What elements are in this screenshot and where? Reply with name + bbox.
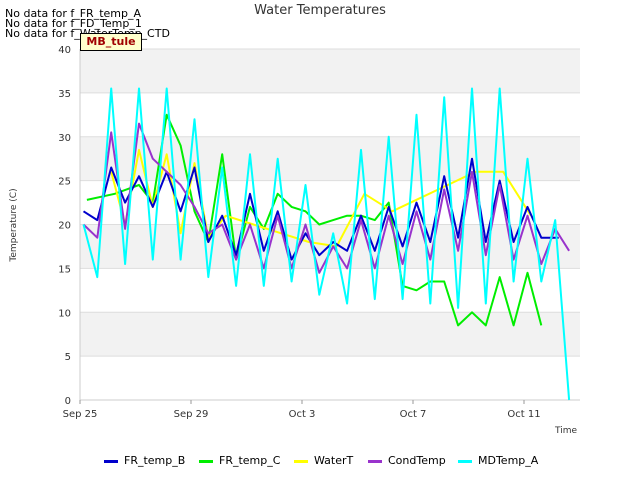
y-tick-label: 25 (58, 177, 71, 188)
legend-swatch-fr-temp-b (104, 459, 118, 463)
legend-swatch-watert (294, 459, 308, 463)
legend-label-mdtemp-a: MDTemp_A (478, 454, 539, 467)
series-line-fr-temp-b (82, 157, 559, 261)
series-line-fr-temp-c (86, 113, 543, 327)
legend-label-condtemp: CondTemp (388, 454, 446, 467)
legend-swatch-mdtemp-a (458, 459, 472, 463)
legend-swatch-condtemp (368, 459, 382, 463)
y-tick-label: 40 (58, 45, 71, 56)
legend-label-fr-temp-b: FR_temp_B (124, 454, 186, 467)
chart-legend: FR_temp_B FR_temp_C WaterT CondTemp MDTe… (0, 453, 640, 469)
plot-band (80, 312, 580, 357)
legend-label-fr-temp-c: FR_temp_C (219, 454, 281, 467)
plot-band (80, 49, 580, 93)
y-tick-label: 20 (58, 221, 71, 232)
x-tick-label: Oct 3 (289, 409, 316, 420)
x-tick-label: Oct 11 (507, 409, 540, 420)
legend-item-condtemp: CondTemp (368, 453, 446, 469)
series-layer (82, 87, 571, 401)
x-tick-label: Oct 7 (400, 409, 427, 420)
site-badge: MB_tule (80, 33, 142, 51)
series-line-watert (110, 148, 532, 248)
y-tick-label: 10 (58, 308, 71, 319)
legend-label-watert: WaterT (314, 454, 354, 467)
y-tick-label: 30 (58, 133, 71, 144)
legend-item-fr-temp-b: FR_temp_B (104, 453, 185, 469)
x-tick-label: Sep 25 (63, 409, 98, 420)
y-tick-label: 0 (65, 396, 71, 407)
x-axis-title: Time (554, 426, 577, 436)
legend-item-fr-temp-c: FR_temp_C (199, 453, 280, 469)
legend-item-mdtemp-a: MDTemp_A (458, 453, 538, 469)
no-data-note-fr-temp-a: No data for f_FR_temp_A (5, 7, 141, 20)
x-axis-ticks: Sep 25 Sep 29 Oct 3 Oct 7 Oct 11 (63, 400, 541, 420)
y-tick-label: 15 (58, 264, 71, 275)
legend-swatch-fr-temp-c (199, 459, 213, 463)
chart-title: Water Temperatures (254, 3, 386, 18)
x-tick-label: Sep 29 (174, 409, 209, 420)
no-data-note-fd-temp-1: No data for f_FD_Temp_1 (5, 17, 142, 30)
series-line-mdtemp-a (82, 87, 571, 401)
y-axis-ticks: 0 5 10 15 20 25 30 35 40 (58, 45, 71, 407)
y-axis-title: Temperature (C) (9, 188, 19, 262)
legend-item-watert: WaterT (294, 453, 353, 469)
y-tick-label: 5 (65, 352, 71, 363)
y-tick-label: 35 (58, 89, 71, 100)
